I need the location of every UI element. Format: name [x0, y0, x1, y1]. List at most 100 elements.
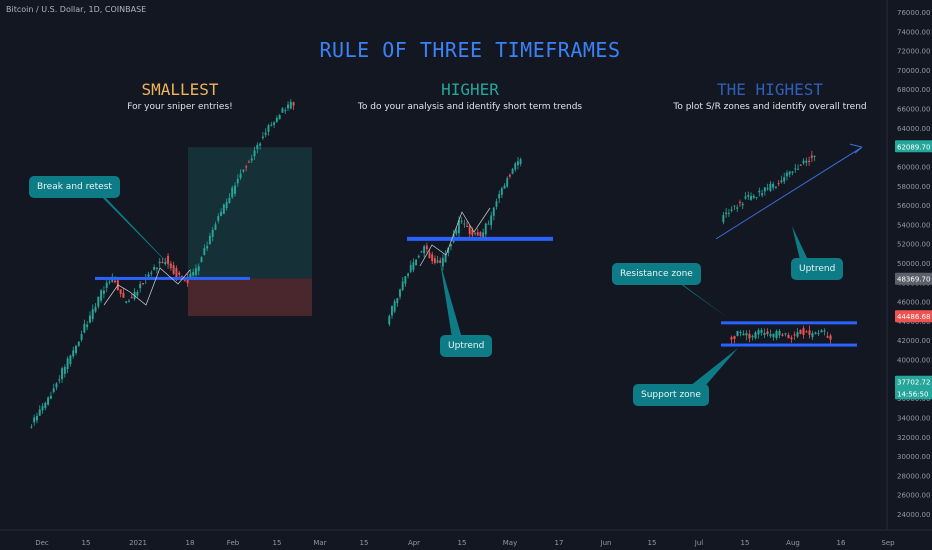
candle-body: [754, 332, 757, 339]
candle-body: [736, 207, 739, 209]
candles: [30, 99, 832, 429]
time-axis[interactable]: Dec 15 2021 18 Feb 15 Mar 15 Apr 15 May 17 Jun 15 Jul 1…: [35, 539, 895, 547]
candle-body: [471, 229, 474, 236]
x-tick-label: 15: [360, 539, 369, 547]
candle-body: [119, 289, 122, 294]
y-tick-label: 64000.00: [897, 125, 930, 133]
candle-body: [167, 255, 170, 265]
candle-body: [83, 323, 86, 333]
candle-body: [784, 333, 787, 335]
x-tick-label: Jul: [694, 539, 704, 547]
candle-body: [164, 262, 167, 265]
y-tick-label: 28000.00: [897, 472, 930, 480]
candle-body: [147, 274, 150, 277]
x-tick-label: 15: [741, 539, 750, 547]
candle-body: [763, 187, 766, 192]
candle-body: [415, 259, 418, 266]
candle-body: [261, 136, 264, 139]
y-tick-label: 58000.00: [897, 183, 930, 191]
candle-body: [805, 331, 808, 333]
candle-body: [222, 204, 225, 214]
candle-body: [125, 301, 128, 303]
x-tick-label: 15: [648, 539, 657, 547]
candle-body: [175, 268, 178, 279]
candle-body: [758, 190, 761, 193]
candle-body: [158, 261, 161, 264]
candle-body: [449, 243, 452, 247]
candle-body: [741, 203, 744, 206]
y-tick-label: 68000.00: [897, 86, 930, 94]
price-label: 37702.72: [897, 379, 930, 387]
candle-body: [183, 280, 186, 282]
candle-body: [396, 298, 399, 304]
candle-body: [44, 402, 47, 409]
candle-body: [455, 230, 458, 234]
price-label: 62089.70: [897, 143, 930, 151]
candle-body: [447, 247, 450, 253]
candle-body: [412, 262, 415, 270]
candle-body: [41, 406, 44, 411]
annotation-zones: [188, 147, 312, 317]
callout-uptrend-mid[interactable]: Uptrend: [440, 335, 493, 357]
section-highest: THE HIGHEST To plot S/R zones and identi…: [650, 80, 890, 112]
candle-body: [476, 232, 479, 236]
callout-support[interactable]: Support zone: [633, 384, 709, 406]
x-tick-label: 15: [458, 539, 467, 547]
price-label: 44486.68: [897, 313, 930, 321]
callout-break-retest[interactable]: Break and retest: [29, 176, 120, 198]
target-zone: [188, 147, 312, 279]
x-tick-label: 18: [186, 539, 195, 547]
candle-body: [797, 168, 799, 170]
x-tick-label: Feb: [227, 539, 240, 547]
candle-body: [826, 336, 829, 338]
price-label: 48369.70: [897, 276, 930, 284]
candle-body: [813, 155, 816, 157]
candle-body: [91, 309, 94, 320]
candle-body: [441, 257, 444, 267]
candle-body: [766, 188, 769, 190]
candle-body: [197, 266, 200, 272]
candle-body: [796, 332, 799, 337]
uptrend-line: [715, 146, 863, 240]
price-label: 14:56:50: [897, 390, 928, 398]
candle-body: [820, 330, 823, 333]
candle-body: [102, 290, 105, 294]
y-tick-label: 54000.00: [897, 221, 930, 229]
candle-body: [799, 164, 802, 166]
candle-body: [391, 306, 393, 316]
price-grid: [0, 0, 932, 531]
candle-body: [431, 254, 434, 262]
candle-body: [208, 235, 211, 245]
uptrend-arrow: [854, 146, 863, 154]
candle-body: [519, 159, 522, 164]
candle-body: [292, 102, 295, 106]
candle-body: [153, 266, 156, 270]
pointer-uptrend-right: [792, 226, 808, 260]
candle-body: [407, 273, 409, 276]
candle-body: [733, 336, 736, 339]
price-label-box: [895, 140, 932, 153]
candle-body: [482, 232, 485, 238]
candle-body: [281, 108, 284, 113]
callout-uptrend-right[interactable]: Uptrend: [791, 258, 844, 280]
candle-body: [256, 144, 259, 150]
candle-body: [751, 335, 754, 337]
price-label-box: [895, 375, 932, 388]
candle-body: [250, 158, 253, 161]
section-subtitle: To do your analysis and identify short t…: [357, 102, 583, 112]
candle-body: [236, 178, 239, 184]
candle-body: [417, 255, 420, 258]
candle-body: [239, 173, 242, 178]
candle-body: [498, 194, 501, 199]
price-axis[interactable]: 76000.00 74000.00 72000.00 70000.00 68000.00…: [895, 9, 932, 519]
candle-body: [192, 272, 195, 276]
candle-body: [479, 232, 482, 237]
callout-resistance[interactable]: Resistance zone: [612, 263, 701, 285]
candle-body: [169, 263, 172, 269]
candle-body: [245, 166, 248, 168]
candle-body: [100, 290, 103, 301]
x-tick-label: 17: [555, 539, 564, 547]
candle-body: [766, 331, 769, 335]
candle-body: [781, 334, 784, 336]
